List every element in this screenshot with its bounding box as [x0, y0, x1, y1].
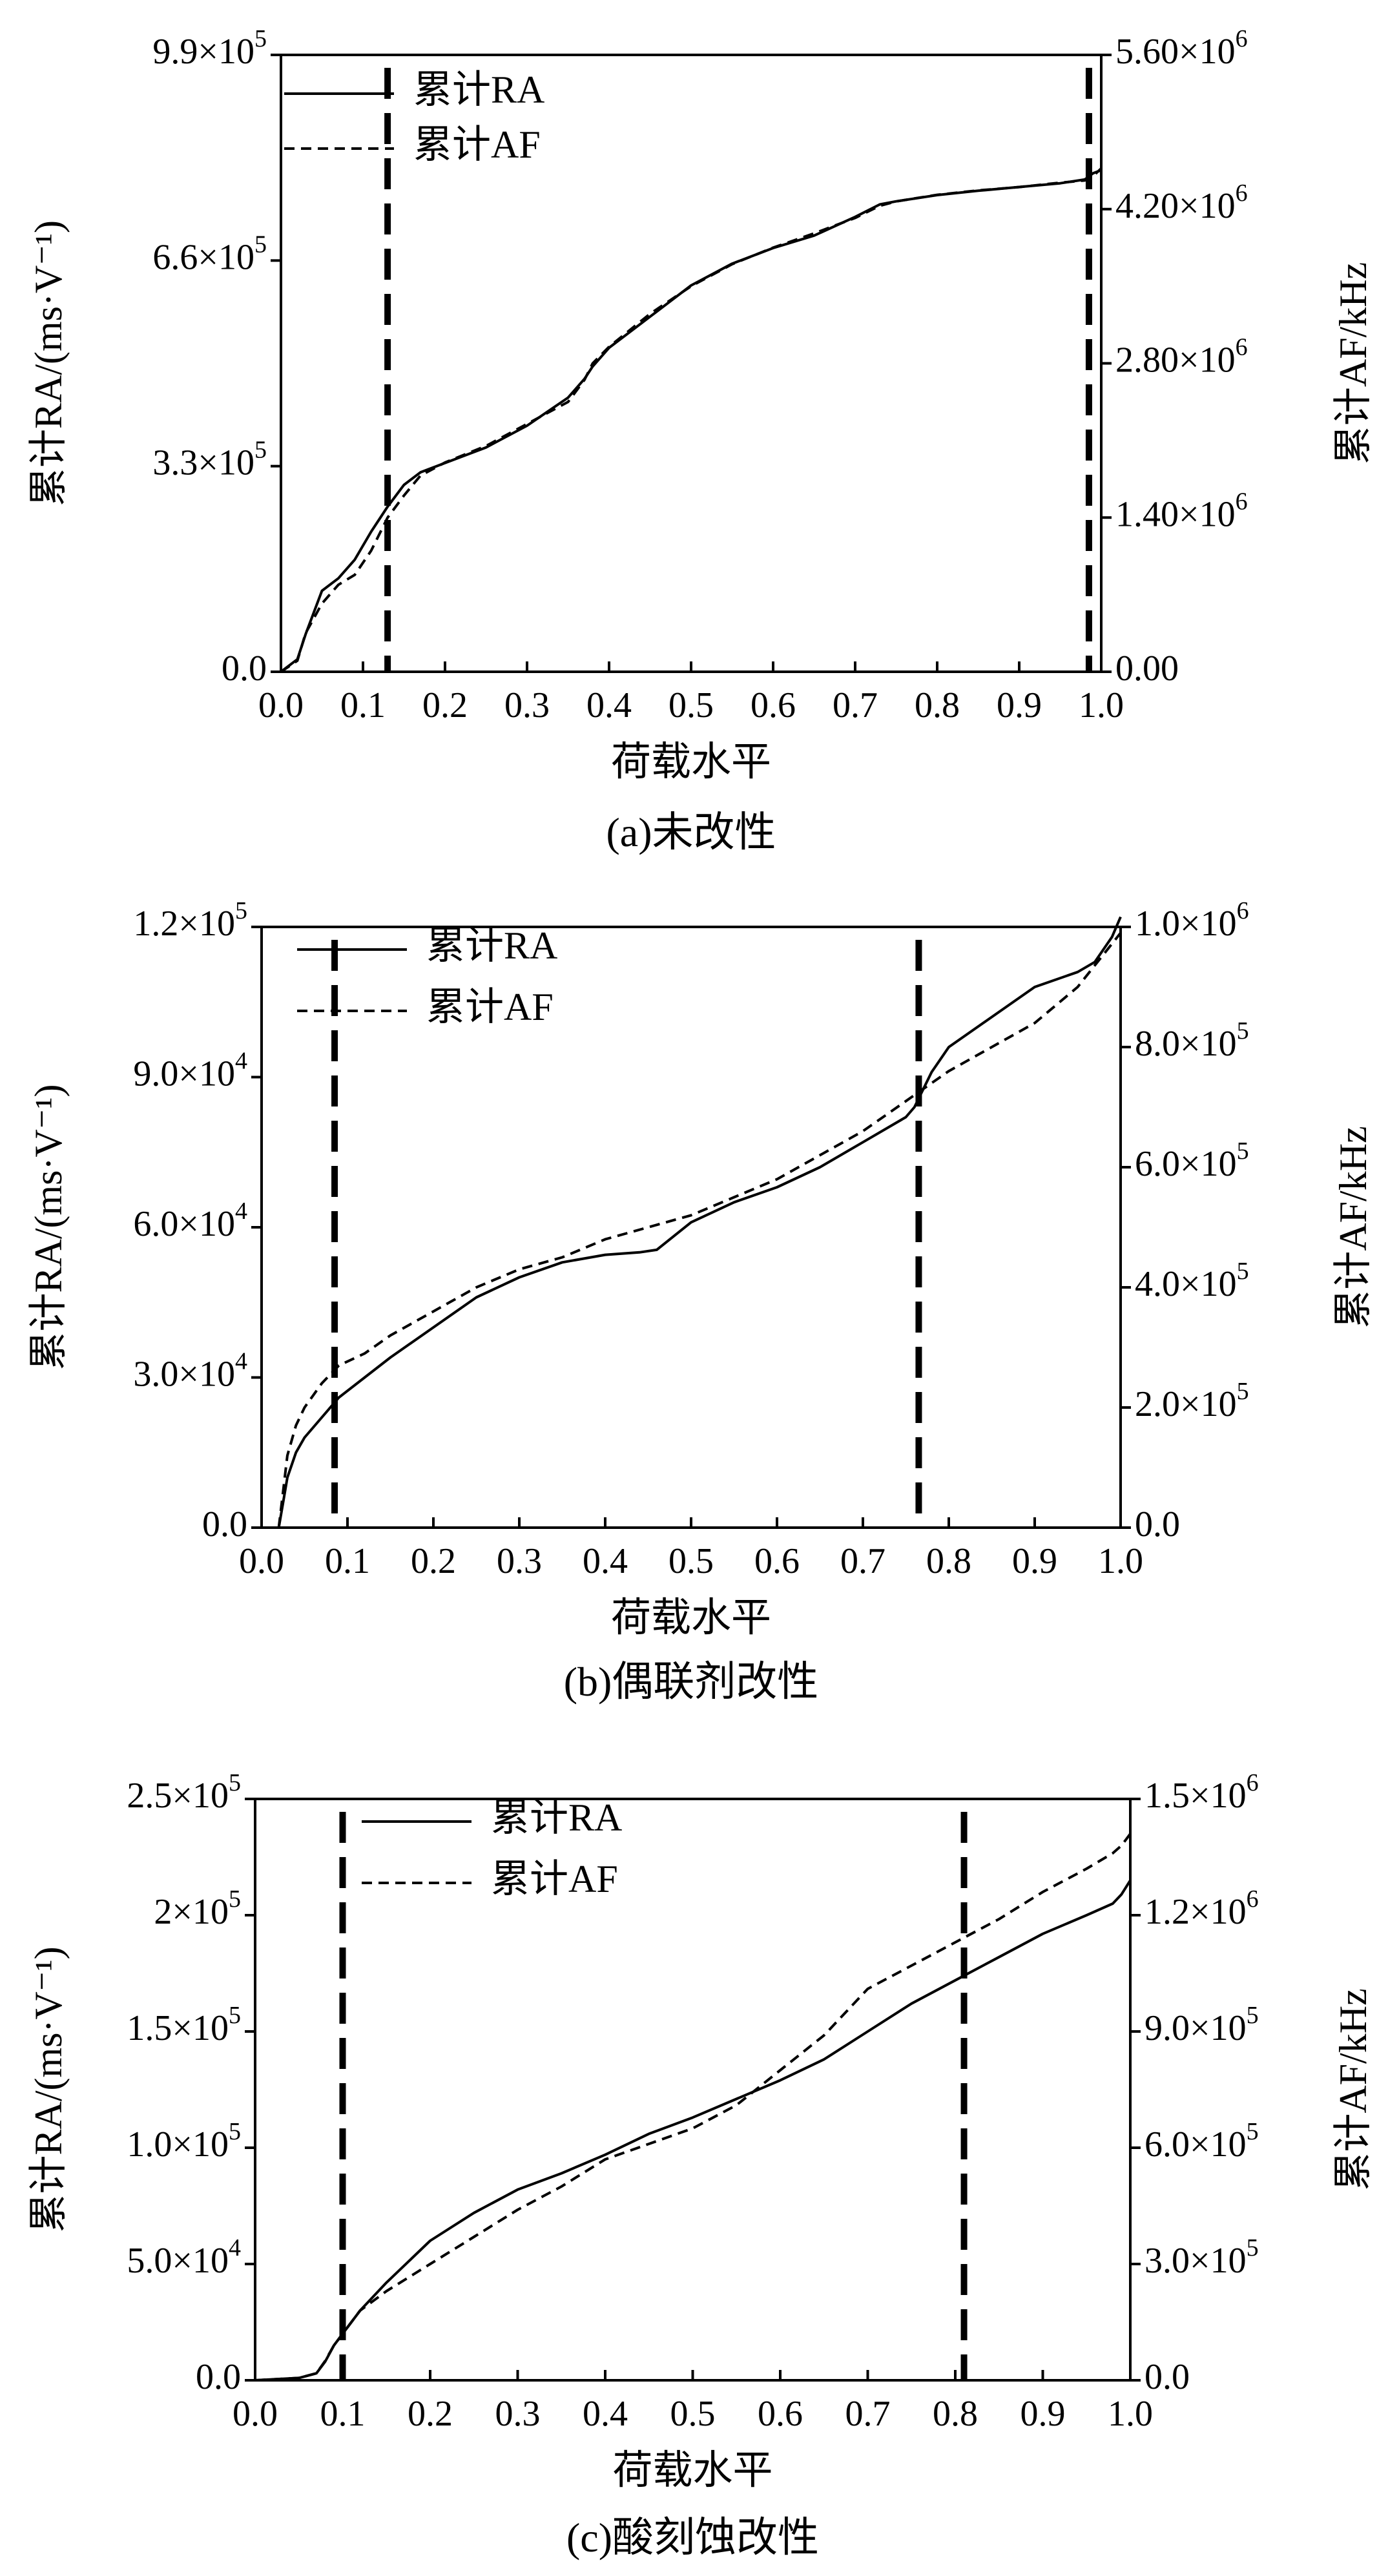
- y2-tick-label: 6.0×105: [1135, 1137, 1249, 1184]
- y2-axis-title: 累计AF/kHz: [1332, 262, 1374, 464]
- y-tick-label: 9.9×105: [152, 25, 267, 72]
- y-tick-label: 2.5×105: [127, 1769, 241, 1816]
- x-tick-label: 0.5: [670, 2394, 716, 2434]
- series-line-af: [280, 167, 1103, 673]
- legend-label: 累计RA: [413, 68, 544, 111]
- y2-tick-label: 4.0×105: [1135, 1258, 1249, 1304]
- y-tick-label: 3.3×105: [152, 436, 267, 483]
- x-tick-label: 0.8: [933, 2394, 978, 2434]
- x-tick-label: 0.6: [758, 2394, 803, 2434]
- x-axis-title: 荷载水平: [611, 740, 771, 784]
- y2-tick-label: 1.40×106: [1115, 488, 1248, 534]
- y-tick-label: 0.0: [196, 2357, 241, 2397]
- y2-tick-label: 1.5×106: [1145, 1769, 1259, 1816]
- y-tick-label: 2×105: [154, 1885, 241, 1932]
- x-axis-title: 荷载水平: [611, 1596, 771, 1640]
- y2-tick-label: 9.0×105: [1145, 2002, 1259, 2048]
- y2-tick-label: 2.0×105: [1135, 1378, 1249, 1424]
- x-tick-label: 0.1: [340, 685, 386, 725]
- x-tick-label: 0.8: [926, 1541, 971, 1581]
- x-tick-label: 0.7: [845, 2394, 891, 2434]
- y2-axis-title: 累计AF/kHz: [1332, 1126, 1374, 1328]
- legend-label: 累计RA: [426, 924, 557, 967]
- x-tick-label: 0.0: [239, 1541, 284, 1581]
- x-tick-label: 0.7: [833, 685, 878, 725]
- y2-tick-label: 2.80×106: [1115, 333, 1248, 380]
- y-tick-label: 9.0×104: [133, 1047, 247, 1094]
- x-tick-label: 0.4: [583, 2394, 628, 2434]
- x-tick-label: 0.9: [1020, 2394, 1066, 2434]
- legend-label: 累计AF: [413, 123, 541, 166]
- y2-tick-label: 0.0: [1135, 1504, 1180, 1544]
- y-tick-label: 0.0: [202, 1504, 247, 1544]
- x-tick-label: 0.7: [840, 1541, 886, 1581]
- x-tick-label: 0.2: [422, 685, 468, 725]
- y-axis-title: 累计RA/(ms·V⁻¹): [27, 1085, 70, 1371]
- x-tick-label: 1.0: [1108, 2394, 1153, 2434]
- x-tick-label: 0.8: [915, 685, 960, 725]
- y-tick-label: 1.5×105: [127, 2002, 241, 2048]
- y-tick-label: 5.0×104: [127, 2234, 241, 2281]
- x-tick-label: 0.2: [411, 1541, 456, 1581]
- x-tick-label: 0.1: [320, 2394, 366, 2434]
- chart-panel-3: 0.0 0.1 0.2 0.3 0.4 0.5 0.6 0.7 0.8 0.9 1.00.05.0×…: [27, 1769, 1374, 2560]
- y2-tick-label: 1.0×106: [1135, 897, 1249, 944]
- x-tick-label: 1.0: [1098, 1541, 1143, 1581]
- y-tick-label: 0.0: [222, 649, 267, 689]
- x-tick-label: 0.6: [754, 1541, 800, 1581]
- y-tick-label: 3.0×104: [133, 1347, 247, 1394]
- y2-tick-label: 0.00: [1115, 649, 1179, 689]
- legend-label: 累计AF: [491, 1858, 618, 1900]
- x-tick-label: 0.0: [233, 2394, 278, 2434]
- x-tick-label: 0.6: [751, 685, 796, 725]
- x-tick-label: 0.5: [668, 1541, 714, 1581]
- legend-label: 累计RA: [491, 1796, 622, 1839]
- series-line-ra: [277, 916, 1122, 1528]
- y2-tick-label: 8.0×105: [1135, 1017, 1249, 1064]
- y2-tick-label: 3.0×105: [1145, 2234, 1259, 2281]
- y2-tick-label: 5.60×106: [1115, 25, 1248, 72]
- y-tick-label: 1.0×105: [127, 2118, 241, 2165]
- series-line-af: [254, 1833, 1132, 2382]
- x-tick-label: 0.9: [1012, 1541, 1057, 1581]
- panel-caption: (a)未改性: [606, 809, 776, 855]
- panel-caption: (c)酸刻蚀改性: [566, 2515, 819, 2560]
- x-tick-label: 0.2: [408, 2394, 453, 2434]
- y-tick-label: 6.6×105: [152, 231, 267, 277]
- panel-caption: (b)偶联剂改性: [564, 1659, 819, 1705]
- y2-tick-label: 6.0×105: [1145, 2118, 1259, 2165]
- chart-panel-1: 0.0 0.1 0.2 0.3 0.4 0.5 0.6 0.7 0.8 0.9 1.0 0.0 3.3×…: [27, 25, 1374, 855]
- x-tick-label: 0.4: [583, 1541, 628, 1581]
- y2-tick-label: 4.20×106: [1115, 179, 1248, 225]
- y2-tick-label: 0.0: [1145, 2357, 1190, 2397]
- x-tick-label: 0.5: [668, 685, 714, 725]
- x-tick-label: 0.9: [997, 685, 1042, 725]
- x-tick-label: 0.3: [497, 1541, 542, 1581]
- y-axis-title: 累计RA/(ms·V⁻¹): [27, 220, 70, 506]
- x-axis-title: 荷载水平: [612, 2449, 772, 2493]
- y-axis-title: 累计RA/(ms·V⁻¹): [27, 1947, 70, 2233]
- legend-label: 累计AF: [426, 986, 554, 1028]
- series-line-ra: [254, 1879, 1132, 2382]
- y-tick-label: 1.2×105: [133, 897, 247, 944]
- x-tick-label: 0.4: [586, 685, 632, 725]
- chart-panel-2: 0.0 0.1 0.2 0.3 0.4 0.5 0.6 0.7 0.8 0.9 1.00.03.0×…: [27, 897, 1374, 1705]
- x-tick-label: 0.3: [495, 2394, 541, 2434]
- y2-axis-title: 累计AF/kHz: [1332, 1988, 1374, 2190]
- y-tick-label: 6.0×104: [133, 1198, 247, 1244]
- x-tick-label: 0.3: [504, 685, 550, 725]
- y2-tick-label: 1.2×106: [1145, 1885, 1259, 1932]
- x-tick-label: 0.1: [325, 1541, 370, 1581]
- x-tick-label: 0.0: [258, 685, 304, 725]
- x-tick-label: 1.0: [1079, 685, 1124, 725]
